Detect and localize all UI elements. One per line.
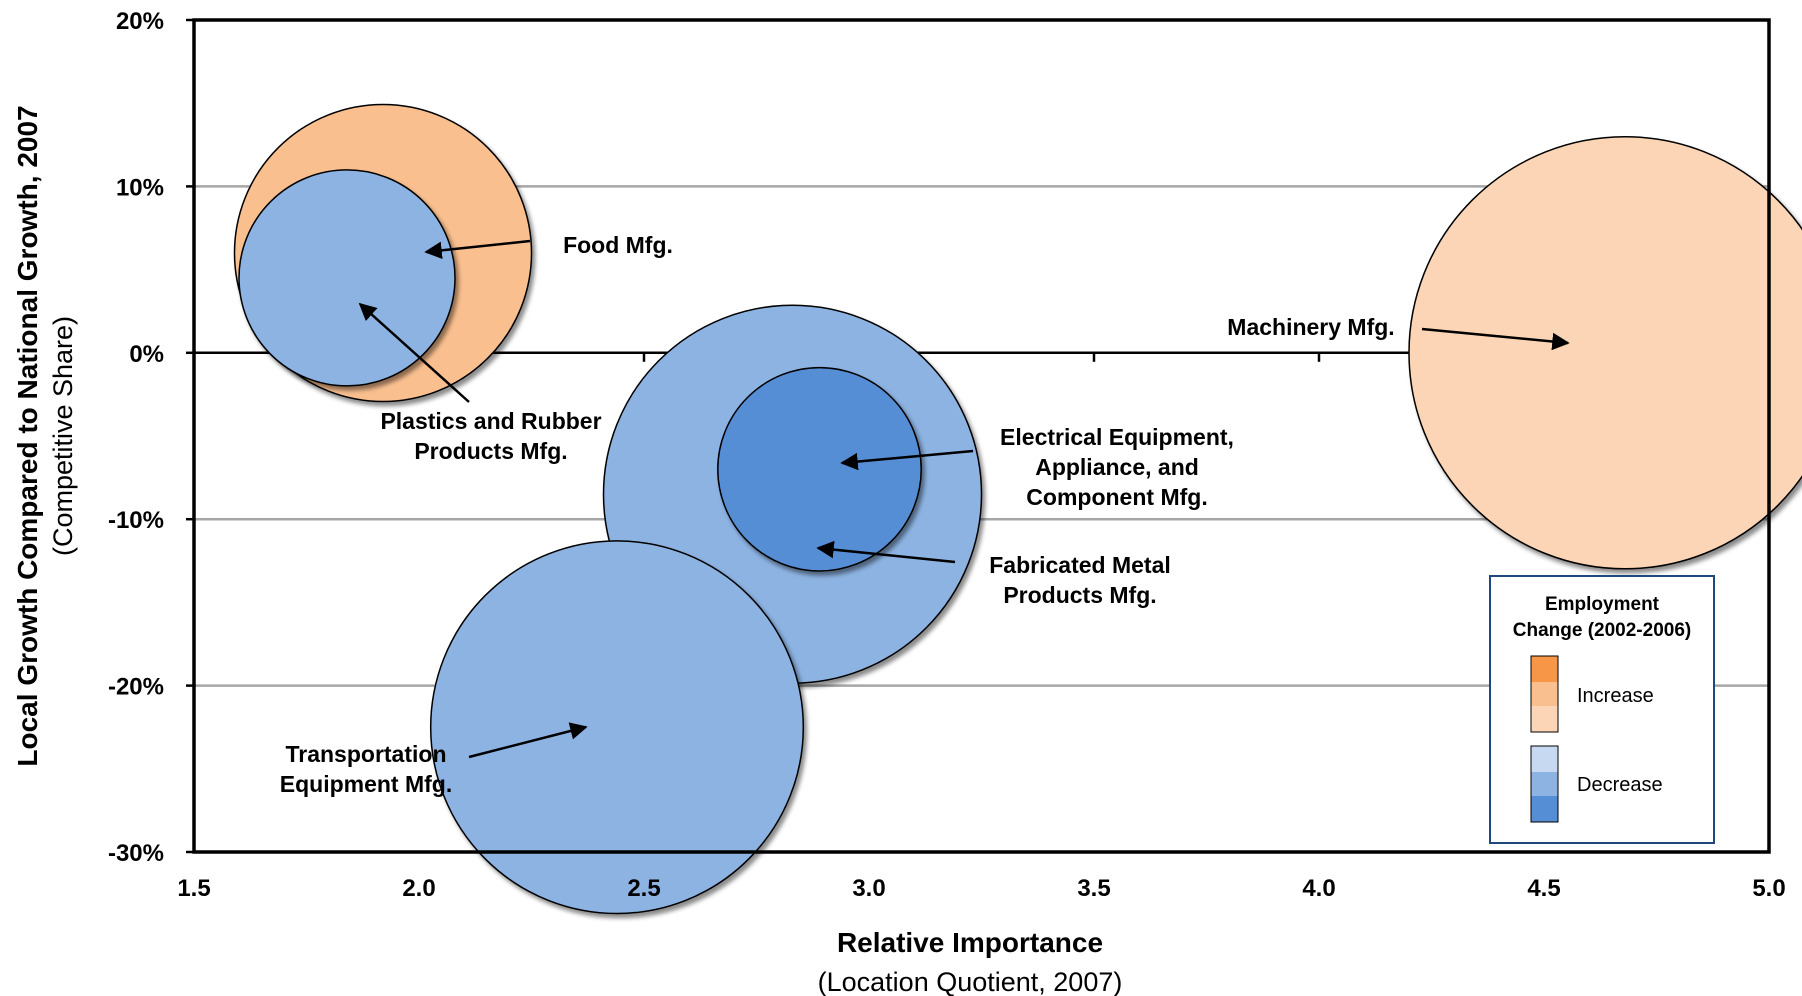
- x-tick-label: 5.0: [1752, 875, 1785, 902]
- annotation: Electrical Equipment, Appliance, and Compo…: [840, 424, 1234, 510]
- x-tick-label: 4.5: [1527, 875, 1560, 902]
- y-tick-labels: 20% 10% 0% -10% -20% -30%: [108, 8, 164, 867]
- bubble-label: Products Mfg.: [414, 438, 567, 464]
- y-tick-label: 0%: [129, 341, 164, 368]
- legend-increase-swatch: [1530, 655, 1559, 733]
- legend: Employment Change (2002-2006) Increase D…: [1489, 575, 1715, 844]
- legend-title-line-2: Change (2002-2006): [1513, 620, 1691, 641]
- x-tick-label: 3.5: [1077, 875, 1110, 902]
- legend-box: [1489, 575, 1715, 844]
- annotation: Fabricated Metal Products Mfg.: [816, 540, 1171, 608]
- x-tick-label: 2.0: [402, 875, 435, 902]
- legend-title-line-1: Employment: [1545, 594, 1660, 615]
- annotation-arrow: [468, 722, 588, 759]
- legend-decrease-label: Decrease: [1577, 774, 1663, 796]
- plot-frame: [192, 18, 1771, 854]
- bubble-electrical-equipment-appliance-and-component-mfg: [717, 366, 922, 572]
- x-tick-label: 3.0: [852, 875, 885, 902]
- y-tick-label: 10%: [116, 174, 164, 201]
- x-axis-subtitle: (Location Quotient, 2007): [818, 967, 1123, 996]
- annotation: Food Mfg.: [424, 232, 673, 260]
- bubble-label: Plastics and Rubber: [380, 408, 601, 434]
- annotation-arrow: [424, 239, 531, 260]
- bubble-plastics-and-rubber-products-mfg: [238, 169, 456, 387]
- y-axis-title-group: Local Growth Compared to National Growth…: [12, 105, 78, 766]
- annotation: Plastics and Rubber Products Mfg.: [358, 302, 602, 464]
- annotation: Machinery Mfg.: [1227, 314, 1570, 351]
- annotation: Transportation Equipment Mfg.: [280, 722, 588, 797]
- bubble-label: Food Mfg.: [563, 232, 673, 258]
- legend-increase-label: Increase: [1577, 685, 1654, 707]
- y-tick-label: 20%: [116, 8, 164, 35]
- annotation-arrow: [816, 540, 956, 564]
- bubble-label: Products Mfg.: [1003, 582, 1156, 608]
- bubble-label: Component Mfg.: [1026, 484, 1207, 510]
- bubble-label: Transportation: [285, 741, 446, 767]
- bubble-label: Equipment Mfg.: [280, 771, 452, 797]
- y-tick-label: -20%: [108, 674, 164, 701]
- annotation-arrow: [840, 449, 974, 471]
- annotation-arrow: [358, 302, 470, 403]
- bubble-label: Machinery Mfg.: [1227, 314, 1394, 340]
- x-axis-title: Relative Importance: [837, 927, 1103, 958]
- x-tick-label: 2.5: [627, 875, 660, 902]
- bubbles: [233, 103, 1802, 915]
- x-tick-label: 4.0: [1302, 875, 1335, 902]
- bubble-label: Electrical Equipment,: [1000, 424, 1234, 450]
- x-tick-labels: 1.5 2.0 2.5 3.0 3.5 4.0 4.5 5.0: [177, 875, 1785, 902]
- y-axis-subtitle: (Competitive Share): [48, 316, 78, 556]
- bubble-machinery-mfg: [1408, 136, 1802, 570]
- y-axis-title: Local Growth Compared to National Growth…: [12, 105, 43, 766]
- y-tick-label: -30%: [108, 840, 164, 867]
- bubble-transportation-equipment-mfg: [429, 540, 805, 915]
- annotations: Food Mfg. Plastics and Rubber Products Mfg…: [280, 232, 1570, 797]
- x-tick-label: 1.5: [177, 875, 210, 902]
- bubble-label: Appliance, and: [1035, 454, 1199, 480]
- annotation-arrow: [1421, 327, 1570, 351]
- y-tick-label: -10%: [108, 507, 164, 534]
- legend-decrease-swatch: [1530, 745, 1559, 823]
- bubble-label: Fabricated Metal: [989, 552, 1171, 578]
